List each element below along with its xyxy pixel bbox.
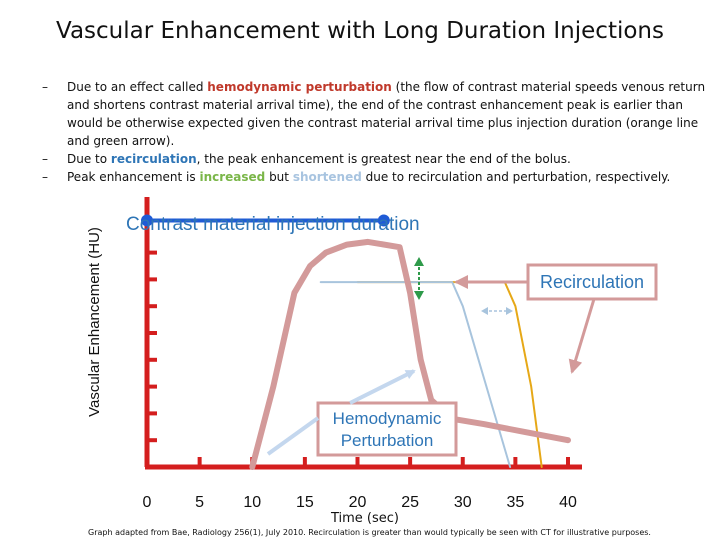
x-tick-label: 30 <box>454 494 472 511</box>
x-tick-label: 40 <box>559 494 577 511</box>
perturbation-pointer-right <box>349 369 416 405</box>
bullet-text: Due to an effect called <box>67 80 208 94</box>
bullet-dash: – <box>42 170 48 184</box>
x-tick-label: 35 <box>506 494 524 511</box>
bullet-recirculation: – Due to recirculation, the peak enhancem… <box>42 150 710 168</box>
bullet-text: Due to <box>67 152 111 166</box>
bullet-dash: – <box>42 152 48 166</box>
highlight-increased: increased <box>199 170 266 184</box>
bullet-list: – Due to an effect called hemodynamic per… <box>42 78 710 186</box>
increase-arrow-head-up <box>414 257 424 266</box>
recirculation-pointer-tail <box>568 298 596 374</box>
perturbation-label-line2: Perturbation <box>341 431 434 450</box>
x-tick-label: 0 <box>143 494 152 511</box>
bullet-peak-enhancement: – Peak enhancement is increased but short… <box>42 168 710 186</box>
x-tick-label: 20 <box>349 494 367 511</box>
shortening-arrow-head-right <box>506 307 513 315</box>
series-line-recirculation <box>249 238 571 470</box>
highlight-shortened: shortened <box>292 170 362 184</box>
perturbation-callout-box <box>316 401 458 457</box>
injection-start-dot <box>141 214 153 227</box>
bullet-text: Peak enhancement is <box>67 170 200 184</box>
x-tick-label: 15 <box>296 494 314 511</box>
injection-end-dot <box>377 214 390 227</box>
bullet-text: due to recirculation and perturbation, r… <box>361 170 671 184</box>
bullet-text: but <box>265 170 293 184</box>
x-axis-title: Time (sec) <box>330 511 399 526</box>
perturbation-pointer-left <box>266 416 320 456</box>
shortening-arrow-head-left <box>481 307 488 315</box>
recirculation-label: Recirculation <box>540 272 644 292</box>
bullet-text: , the peak enhancement is greatest near … <box>196 152 571 166</box>
perturbation-label-line1: Hemodynamic <box>333 409 442 428</box>
slide-title: Vascular Enhancement with Long Duration … <box>56 18 664 44</box>
x-tick-label: 10 <box>243 494 261 511</box>
bullet-dash: – <box>42 80 48 94</box>
y-axis-title: Vascular Enhancement (HU) <box>86 227 103 417</box>
increase-arrow-head-down <box>414 291 424 300</box>
bullet-perturbation: – Due to an effect called hemodynamic per… <box>42 78 710 150</box>
bullet-text: (the flow of contrast material speeds ve… <box>67 80 706 148</box>
injection-duration-label: Contrast material injection duration <box>126 214 420 235</box>
highlight-hemodynamic-perturbation: hemodynamic perturbation <box>207 80 392 94</box>
x-tick-label: 25 <box>401 494 419 511</box>
x-tick-label: 5 <box>195 494 204 511</box>
source-footnote: Graph adapted from Bae, Radiology 256(1)… <box>88 528 651 537</box>
highlight-recirculation: recirculation <box>110 152 197 166</box>
